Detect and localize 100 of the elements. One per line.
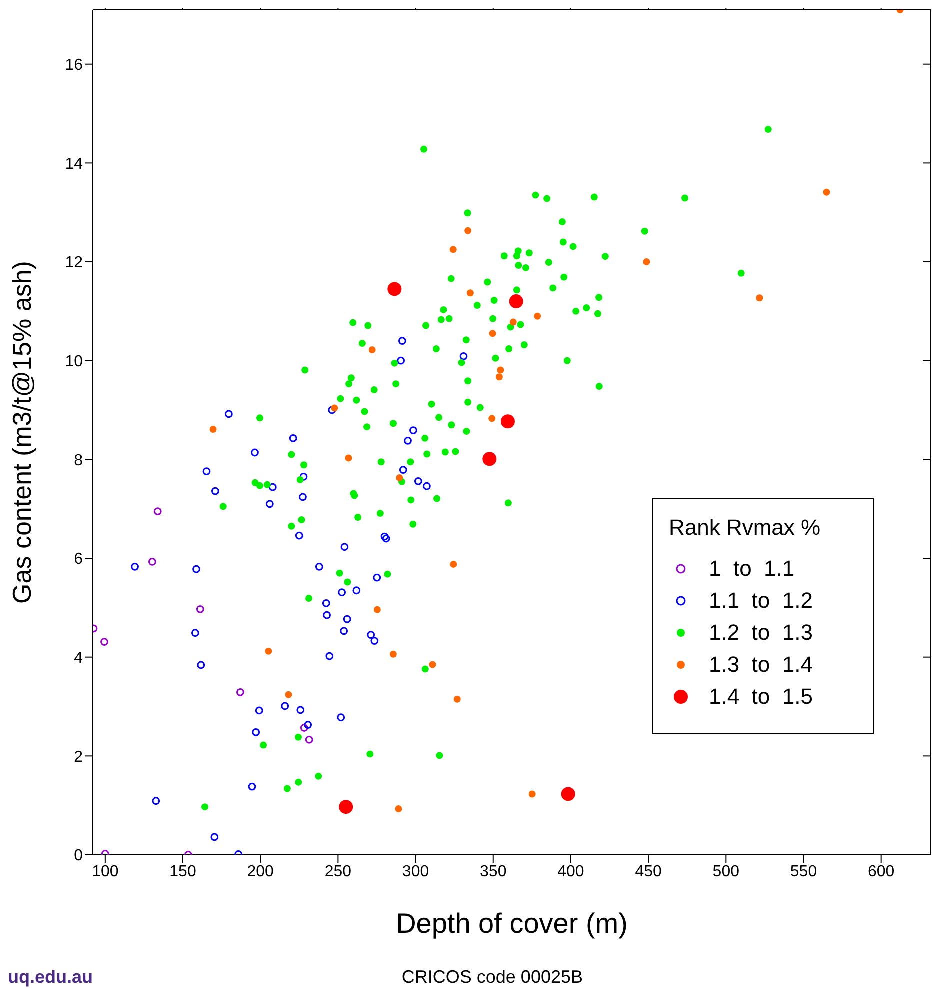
y-tick-label: 4: [74, 650, 84, 668]
point: [343, 615, 352, 624]
text: uq.edu.au: [8, 967, 93, 988]
legend-label: 1.2 to 1.3: [709, 620, 813, 646]
point: [328, 406, 336, 414]
point: [370, 637, 379, 645]
y-tick-label: 2: [74, 748, 84, 766]
point: [300, 724, 308, 732]
point: [500, 414, 515, 429]
legend-label: 1.1 to 1.2: [709, 588, 813, 614]
x-tick-label: 550: [790, 863, 818, 880]
point: [296, 706, 305, 714]
point: [131, 562, 140, 571]
point: [399, 466, 408, 474]
y-tick-label: 14: [65, 156, 84, 173]
legend-label: 1.4 to 1.5: [709, 684, 813, 710]
point: [509, 294, 524, 309]
x-tick-label: 100: [92, 863, 119, 880]
point: [192, 565, 200, 574]
y-tick-label: 12: [65, 254, 84, 272]
point: [395, 806, 402, 813]
point: [340, 627, 348, 636]
point: [398, 337, 406, 346]
point: [295, 532, 304, 540]
x-axis-title: Depth of cover (m): [396, 908, 628, 939]
point: [211, 487, 220, 496]
point: [197, 661, 206, 670]
point: [380, 532, 389, 541]
point: [388, 282, 402, 296]
point: [410, 426, 418, 434]
point: [323, 611, 331, 620]
point: [450, 560, 458, 568]
x-tick-label: 450: [635, 863, 662, 880]
point: [299, 493, 307, 502]
point: [265, 648, 272, 655]
point: [210, 833, 219, 842]
y-tick-label: 6: [74, 551, 84, 568]
legend-label: 1.3 to 1.4: [709, 652, 813, 678]
point: [300, 473, 308, 481]
point: [528, 790, 536, 798]
y-tick-label: 16: [65, 57, 84, 74]
x-tick-label: 350: [480, 863, 507, 880]
point: [285, 691, 292, 698]
point: [236, 688, 244, 696]
point: [396, 474, 404, 482]
point: [423, 482, 431, 490]
x-tick-label: 200: [247, 863, 274, 880]
point: [643, 258, 650, 266]
point: [397, 356, 405, 365]
x-tick-label: 250: [324, 863, 352, 880]
point: [255, 706, 264, 715]
point: [374, 606, 381, 614]
point: [268, 483, 277, 492]
point: [823, 188, 830, 196]
point: [464, 227, 472, 234]
point: [454, 696, 461, 703]
point: [148, 558, 156, 566]
point: [251, 448, 259, 457]
point: [331, 404, 338, 412]
point: [352, 586, 361, 595]
point: [756, 294, 764, 302]
point: [224, 410, 233, 418]
point: [266, 500, 274, 508]
point: [429, 661, 436, 668]
point: [450, 246, 457, 254]
point: [337, 714, 346, 722]
x-tick-label: 150: [170, 863, 196, 880]
point: [510, 318, 517, 326]
point: [497, 366, 504, 374]
point: [489, 330, 496, 338]
point: [210, 426, 217, 434]
point: [466, 290, 474, 297]
point: [281, 702, 290, 710]
point: [496, 374, 503, 381]
x-tick-label: 300: [402, 863, 430, 880]
point: [338, 588, 346, 597]
x-tick-label: 400: [558, 863, 584, 880]
x-tick-label: 600: [868, 863, 895, 880]
point: [196, 605, 204, 614]
point: [152, 797, 160, 806]
x-tick-label: 500: [712, 863, 740, 880]
point: [340, 543, 349, 552]
point: [315, 562, 324, 571]
point: [326, 652, 334, 660]
point: [191, 629, 200, 638]
point: [367, 631, 376, 640]
point: [488, 415, 496, 422]
point: [339, 800, 354, 814]
point: [561, 787, 576, 802]
point: [252, 728, 260, 736]
point: [305, 736, 314, 744]
y-tick-label: 10: [65, 354, 84, 371]
point: [460, 352, 468, 360]
point: [482, 452, 497, 466]
y-tick-label: 0: [74, 848, 84, 865]
point: [414, 477, 422, 486]
point: [304, 721, 312, 729]
point: [373, 574, 382, 582]
point: [248, 782, 256, 791]
legend-title: Rank Rvmax %: [669, 515, 822, 541]
